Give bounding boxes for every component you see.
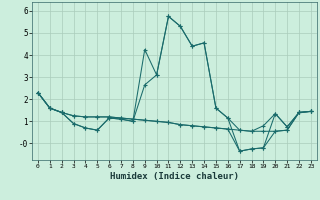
X-axis label: Humidex (Indice chaleur): Humidex (Indice chaleur) [110, 172, 239, 181]
